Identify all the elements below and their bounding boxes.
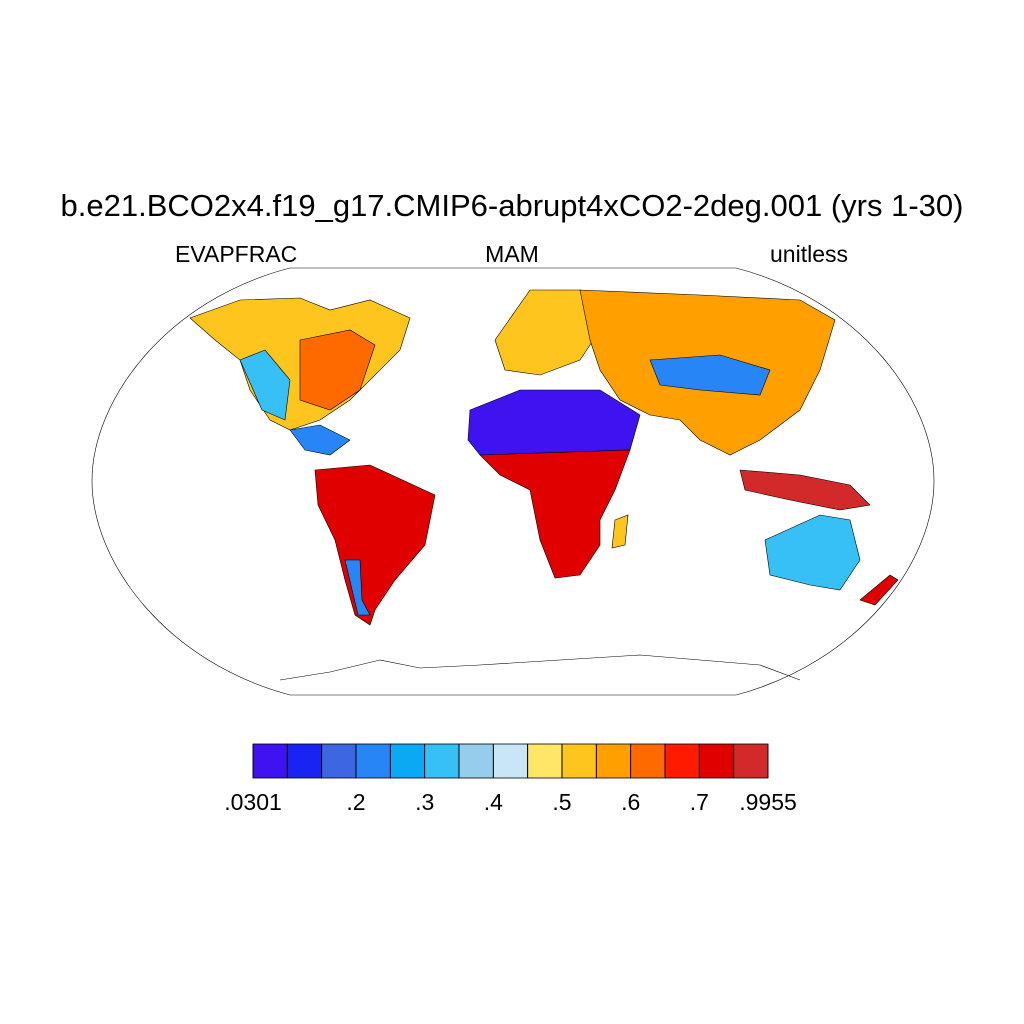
north-america-east [299, 329, 376, 411]
europe [494, 289, 601, 376]
center-subtitle: MAM [485, 241, 539, 267]
colorbar-box [527, 743, 563, 779]
title: b.e21.BCO2x4.f19_g17.CMIP6-abrupt4xCO2-2… [61, 188, 964, 223]
colorbar-box [698, 743, 735, 779]
colorbar-box [664, 743, 700, 779]
colorbar-label: .4 [484, 789, 503, 815]
colorbar-box [733, 743, 769, 779]
central-asia [649, 354, 771, 396]
colorbar-box [630, 743, 666, 779]
colorbar-box [286, 743, 323, 779]
colorbar-box [355, 743, 391, 779]
colorbar-box [252, 743, 288, 779]
left-subtitle: EVAPFRAC [175, 241, 297, 267]
colorbar-label: .7 [690, 789, 709, 815]
colorbar-label: .2 [346, 789, 365, 815]
south-america-south [344, 559, 371, 616]
colorbar-box [458, 743, 494, 779]
colorbar-box [595, 743, 632, 779]
new-zealand [859, 574, 899, 606]
colorbar-label: .5 [552, 789, 571, 815]
colorbar-label: .0301 [224, 789, 282, 815]
africa-north [467, 389, 641, 456]
africa-south [479, 449, 631, 579]
antarctica [279, 654, 801, 681]
map [91, 267, 935, 696]
colorbar: .0301 .2 .3 .4 .5 .6 .7 .9955 [224, 743, 797, 815]
madagascar [611, 514, 629, 549]
central-america [289, 424, 351, 456]
map-outline [91, 267, 935, 696]
south-america [314, 464, 436, 626]
colorbar-box [492, 743, 529, 779]
australia [764, 514, 861, 591]
right-subtitle: unitless [770, 241, 848, 267]
north-america-west [239, 349, 291, 421]
colorbar-box [424, 743, 460, 779]
southeast-asia [739, 469, 871, 511]
colorbar-box [389, 743, 426, 779]
colorbar-label: .9955 [739, 789, 797, 815]
colorbar-label: .3 [415, 789, 434, 815]
colorbar-box [561, 743, 597, 779]
colorbar-label: .6 [621, 789, 640, 815]
colorbar-box [321, 743, 357, 779]
